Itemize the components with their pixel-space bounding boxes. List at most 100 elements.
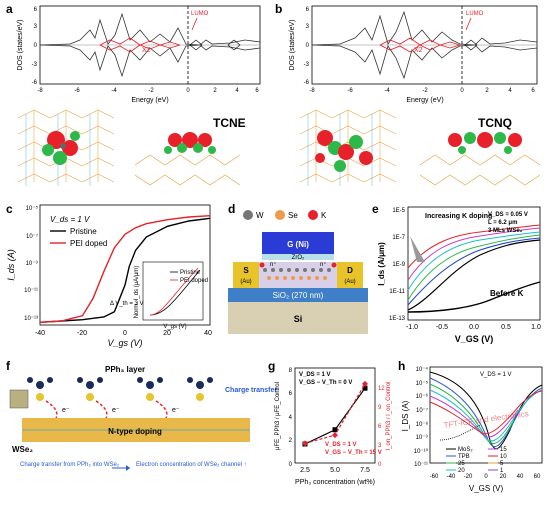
panel-e-transfer-plot: Increasing K doping V_DS = 0.05 V L = 6.… (377, 206, 541, 344)
tcne-structure-images (17, 109, 241, 186)
panel-g-point-mu (362, 385, 368, 391)
panel-e-ytick: 1E-5 (392, 208, 405, 214)
panel-h-legend-right-1: 15 (500, 447, 507, 453)
panel-d-drain-metal: (Au) (344, 279, 355, 285)
panel-label-f: f (6, 359, 11, 373)
panel-h-ytick: 10⁻⁷ (416, 407, 428, 414)
panel-c-xtick: 20 (163, 330, 171, 337)
panel-c-vds-label: V_ds = 1 V (50, 215, 90, 224)
panel-g-point-mu (332, 427, 338, 433)
panel-e-xtick: 1.0 (531, 324, 541, 331)
panel-a-xtick: 4 (235, 88, 239, 94)
panel-g-ylabel-left: μFE_PPh3 / μFE_Control (275, 382, 281, 450)
panel-c-inset-legend-pei: PEI doped (180, 278, 208, 284)
panel-g-ytick-right: 9 (378, 405, 382, 411)
panel-a-dos-plot: LUMO X2 6 3 0 -3 -6 -8 -6 -4 -2 0 2 4 6 … (17, 5, 261, 104)
panel-h-xtick: 0 (484, 474, 488, 480)
panel-c-ytick: 10⁻⁷ (26, 233, 38, 240)
panel-b-ytick: -3 (304, 62, 310, 68)
panel-e-xtick: -1.0 (406, 324, 418, 331)
panel-h-xtick: 60 (534, 474, 541, 480)
panel-b-xtick: -8 (309, 88, 315, 94)
panel-c-xlabel: V_gs (V) (107, 338, 142, 348)
panel-g-ytick-right: 0 (378, 462, 382, 468)
panel-b-ytick: 6 (306, 7, 310, 13)
panel-h-legend-left-3: 25 (458, 461, 465, 467)
panel-g-xtick: 7.5 (360, 467, 370, 474)
panel-e-xtick: 0.5 (501, 324, 511, 331)
panel-h-ytick: 10⁻⁴ (416, 366, 429, 373)
panel-e-ytick: 1E-7 (392, 235, 405, 241)
panel-b-xtick: -6 (347, 88, 353, 94)
panel-a-xtick: -4 (111, 88, 117, 94)
panel-c-ytick: 10⁻¹³ (24, 316, 38, 322)
panel-b-xtick: -4 (384, 88, 390, 94)
panel-label-d: d (228, 202, 235, 216)
panel-e-param-layers: 3 MLs WSe₂ (488, 228, 523, 234)
panel-a-xtick: 6 (255, 88, 259, 94)
panel-b-lumo-label: LUMO (466, 11, 484, 17)
panel-a-ylabel: DOS (states/eV) (17, 20, 24, 71)
panel-b-ylabel: DOS (states/eV) (289, 20, 296, 71)
panel-label-e: e (372, 202, 379, 216)
panel-h-xtick: 20 (500, 474, 507, 480)
tcne-label: TCNE (213, 116, 246, 130)
panel-g-cond-bottom-1: V_DS = 1 V (325, 442, 357, 448)
panel-g-ylabel-right: I_on_PPh3 / I_on_Control (386, 381, 392, 450)
panel-d-n-left: n⁺ (270, 261, 277, 268)
panel-b-xtick: 2 (485, 88, 489, 94)
panel-h-legend-left-1: MoS₂ (458, 447, 473, 453)
tcnq-label: TCNQ (478, 116, 512, 130)
panel-h-xtick: 40 (517, 474, 524, 480)
panel-a-xtick: -6 (74, 88, 80, 94)
panel-g-ytick-right: 3 (378, 443, 382, 449)
panel-e-ytick: 1E-9 (392, 262, 405, 268)
panel-d-sio2-label: SiO₂ (270 nm) (273, 291, 324, 300)
panel-b-xtick: 4 (508, 88, 512, 94)
panel-c-series-pei (39, 215, 211, 323)
panel-g-ytick-left: 8 (289, 368, 293, 374)
panel-f-ntype-label: N-type doping (108, 427, 162, 436)
panel-a-ytick: -6 (32, 80, 38, 86)
panel-d-n-right: n⁺ (320, 261, 327, 268)
panel-h-xtick: -40 (447, 474, 456, 480)
panel-d-gate-label: G (Ni) (287, 240, 309, 249)
panel-e-annotation: Increasing K doping (425, 213, 492, 220)
panel-g-ytick-left: 6 (289, 391, 293, 397)
panel-c-inset-legend-pristine: Pristine (180, 270, 201, 276)
panel-c-ylabel: I_ds (A) (6, 249, 16, 281)
panel-g-xlabel: PPh₃ concentration (wt%) (295, 479, 375, 486)
panel-a-xtick: 0 (186, 88, 190, 94)
panel-e-xtick: -0.5 (436, 324, 448, 331)
panel-e-xlabel: V_GS (V) (455, 334, 494, 344)
panel-h-vds-label: V_DS = 1 V (480, 372, 512, 378)
panel-f-electron-2: e⁻ (112, 407, 120, 414)
panel-c-xtick: -40 (35, 330, 45, 337)
panel-e-xtick: 0.0 (469, 324, 479, 331)
panel-g-ratio-plot: V_DS = 1 V V_GS − V_Th = 0 V V_DS = 1 V … (275, 367, 392, 486)
panel-g-ytick-left: 4 (289, 415, 293, 421)
panel-c-transfer-plot: V_ds = 1 V Pristine PEI doped Pristine P… (6, 204, 212, 348)
panel-c-series-pristine (39, 217, 211, 323)
panel-f-pph3-label: PPh₃ layer (105, 365, 145, 374)
panel-g-ytick-right: 12 (378, 386, 385, 392)
panel-h-ytick: 10⁻¹⁰ (414, 448, 429, 455)
panel-g-point-ion (362, 380, 368, 387)
panel-label-b: b (275, 2, 282, 16)
panel-e-param-l: L = 6.2 μm (488, 220, 517, 226)
panel-d-legend-w: W (256, 211, 264, 220)
panel-c-inset-note: Δ V_th = 3 V (110, 301, 144, 307)
panel-h-ytick: 10⁻⁸ (416, 421, 429, 428)
panel-c-ytick: 10⁻⁹ (26, 260, 39, 267)
panel-g-point-ion (332, 432, 338, 439)
panel-d-oxide-label: ZrO₂ (292, 255, 305, 261)
panel-g-xtick: 2.5 (300, 467, 310, 474)
panel-f-electron-1: e⁻ (62, 407, 70, 414)
panel-c-xtick: 0 (123, 330, 127, 337)
panel-b-ytick: 0 (306, 43, 310, 49)
panel-a-ytick: 6 (34, 7, 38, 13)
panel-d-source-label: S (243, 266, 249, 275)
panel-e-param-vds: V_DS = 0.05 V (488, 212, 528, 218)
panel-d-device-schematic: W Se K G (Ni) ZrO₂ S (Au) D (Au) n⁺ n⁺ S… (228, 210, 368, 334)
